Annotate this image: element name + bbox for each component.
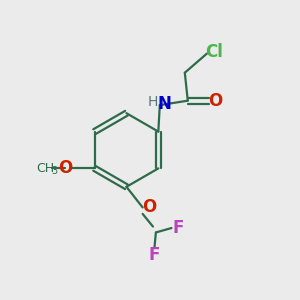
- Text: H: H: [147, 94, 158, 109]
- Text: F: F: [149, 245, 160, 263]
- Text: 3: 3: [52, 166, 58, 176]
- Text: Cl: Cl: [205, 43, 223, 61]
- Text: CH: CH: [36, 162, 54, 175]
- Text: O: O: [58, 159, 72, 177]
- Text: O: O: [142, 198, 156, 216]
- Text: N: N: [157, 94, 171, 112]
- Text: O: O: [208, 92, 223, 110]
- Text: F: F: [172, 219, 184, 237]
